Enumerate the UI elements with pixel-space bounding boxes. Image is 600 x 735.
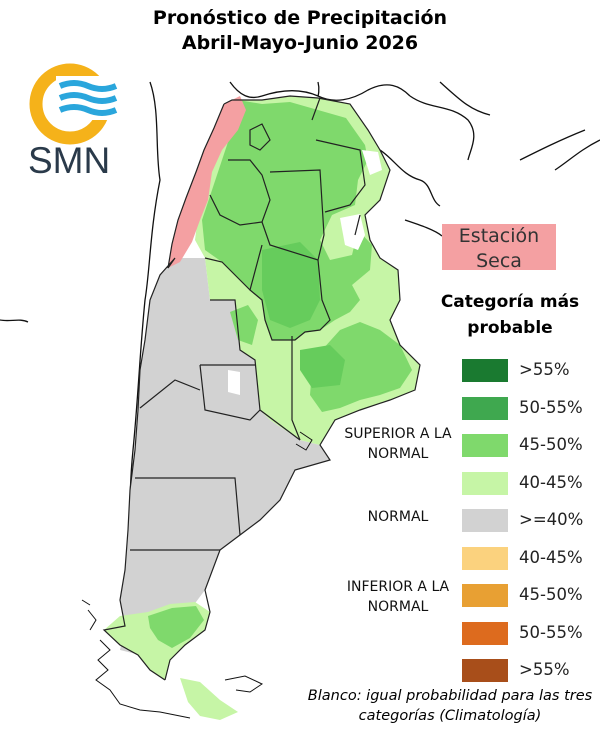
legend-label: 45-50% — [519, 435, 583, 454]
legend-swatch — [462, 509, 508, 532]
province-borders — [102, 95, 421, 681]
region-normal — [120, 258, 330, 626]
legend-group-superior: SUPERIOR A LA NORMAL — [344, 426, 452, 462]
argentina-regions — [104, 96, 420, 720]
title-line-2: Abril-Mayo-Junio 2026 — [181, 32, 419, 54]
legend-swatch — [462, 659, 508, 682]
legend-swatch — [462, 547, 508, 570]
legend-label: >=40% — [519, 510, 584, 529]
legend-label: 50-55% — [519, 398, 583, 417]
legend-swatch — [462, 472, 508, 495]
legend-swatch — [462, 359, 508, 382]
dry-season-label: Estación Seca — [442, 224, 556, 270]
legend-group-inferior: INFERIOR A LA NORMAL — [346, 579, 450, 615]
coastline-islands — [81, 431, 313, 719]
logo-wave-icon — [58, 80, 118, 92]
climatology-note: Blanco: igual probabilidad para las tres… — [307, 688, 593, 724]
legend-title: Categoría más probable — [440, 292, 580, 338]
legend-label: 40-45% — [519, 473, 583, 492]
logo-text: SMN — [28, 140, 111, 181]
legend-label: 45-50% — [519, 585, 583, 604]
legend-label: 40-45% — [519, 548, 583, 567]
legend-group-normal: NORMAL — [367, 509, 429, 525]
legend-swatch — [462, 622, 508, 645]
legend-swatch — [462, 584, 508, 607]
legend-label: >55% — [519, 360, 570, 379]
smn-logo — [29, 63, 122, 145]
map-title: Pronóstico de Precipitación Abril-Mayo-J… — [0, 6, 600, 56]
title-line-1: Pronóstico de Precipitación — [152, 7, 448, 29]
legend-label: 50-55% — [519, 623, 583, 642]
region-dry-season — [168, 96, 246, 268]
legend-label: >55% — [519, 660, 570, 679]
legend-swatch — [462, 434, 508, 457]
legend-swatch — [462, 397, 508, 420]
